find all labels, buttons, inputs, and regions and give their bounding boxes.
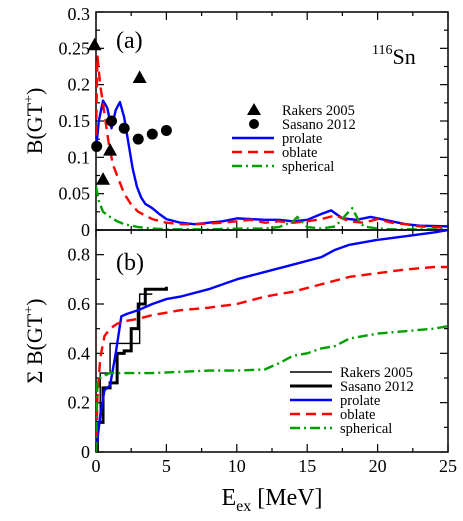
y-tick-label: 0.8 [68, 245, 91, 265]
y-tick-label: 0 [81, 220, 90, 240]
legend-label-spherical: spherical [340, 421, 392, 437]
panel-b: 0 5 10 15 20 25 0 0.2 0.4 0.6 0.8 (b) Σ B(GT+) Eex… [22, 229, 458, 515]
y-tick-label: 0.2 [68, 75, 91, 95]
legend-label-rakers-2005: Rakers 2005 [340, 365, 413, 381]
legend-symbol-rakers-2005 [247, 103, 261, 115]
plot-area [96, 230, 448, 452]
point-rakers-2005 [87, 37, 102, 51]
nucleus-annotation: 116Sn [372, 43, 416, 69]
point-sasano-2012 [105, 115, 117, 127]
point-sasano-2012 [91, 140, 103, 152]
panel-a: 00.050.10.150.20.250.3 (a) 116Sn B(GT+) … [22, 4, 449, 240]
nucleus-element: Sn [392, 44, 415, 69]
series-spherical-line [96, 186, 448, 230]
legend-symbol-sasano-2012 [249, 119, 259, 129]
series-prolate-line [96, 230, 448, 452]
y-tick-label: 0.05 [59, 184, 91, 204]
y-tick-label: 0.6 [68, 294, 91, 314]
panel-a-ylabel: B(GT+) [22, 88, 47, 155]
panel-b-ticks [95, 229, 449, 453]
panel-b-xlabel-sub: ex [236, 498, 251, 515]
legend-label-sasano-2012: Sasano 2012 [340, 379, 414, 395]
x-tick-label: 25 [439, 456, 457, 476]
plot-area [96, 54, 448, 230]
panel-b-series [96, 230, 448, 452]
panel-b-ylabel-main: Σ B(GT [22, 313, 47, 383]
y-tick-label: 0.3 [68, 4, 91, 24]
panel-a-ylabel-main: B(GT [22, 102, 47, 154]
y-tick-label: 0 [81, 442, 90, 462]
panel-b-xlabel: Eex [MeV] [221, 485, 322, 515]
panel-a-label: (a) [116, 28, 143, 54]
point-sasano-2012 [160, 124, 172, 136]
series-prolate-line [96, 99, 448, 228]
panel-b-frame [95, 229, 449, 453]
panel-b-xlabel-rest: [MeV] [251, 485, 322, 511]
panel-a-series [87, 37, 448, 230]
series-sasano-2012-step [96, 286, 168, 452]
series-oblate-line [96, 54, 448, 230]
x-tick-label: 5 [162, 456, 171, 476]
panel-b-ylabel-close: ) [22, 299, 47, 306]
x-tick-label: 10 [228, 456, 246, 476]
panel-b-xlabel-main: E [221, 485, 236, 511]
y-tick-label: 0.25 [59, 38, 91, 58]
legend-label-rakers-2005: Rakers 2005 [282, 103, 355, 119]
point-rakers-2005 [96, 172, 111, 185]
y-tick-label: 0.15 [59, 111, 91, 131]
panel-b-tick-labels: 0 5 10 15 20 25 0 0.2 0.4 0.6 0.8 [68, 245, 458, 476]
point-sasano-2012 [118, 122, 130, 134]
x-tick-label: 15 [298, 456, 316, 476]
point-sasano-2012 [132, 133, 144, 145]
y-tick-label: 0.1 [68, 147, 91, 167]
series-spherical-line [96, 325, 448, 452]
panel-b-ylabel: Σ B(GT+) [22, 299, 47, 384]
point-rakers-2005 [132, 70, 147, 83]
legend-label-prolate: prolate [282, 131, 322, 147]
series-oblate-line [96, 265, 448, 452]
point-sasano-2012 [146, 128, 158, 140]
panel-b-ylabel-sup: + [22, 306, 37, 314]
y-tick-label: 0.2 [68, 393, 91, 413]
panel-a-ylabel-close: ) [22, 88, 47, 95]
nucleus-mass: 116 [372, 43, 392, 58]
legend-label-oblate: oblate [340, 407, 375, 423]
legend-label-spherical: spherical [282, 159, 334, 175]
legend-label-sasano-2012: Sasano 2012 [282, 117, 356, 133]
legend-label-prolate: prolate [340, 393, 380, 409]
legend-label-oblate: oblate [282, 145, 317, 161]
point-rakers-2005 [103, 143, 118, 156]
y-tick-label: 0.4 [68, 343, 91, 363]
panel-a-ylabel-sup: + [22, 95, 37, 103]
panel-a-tick-labels: 0 0.05 0.1 0.15 0.2 0.25 0.3 [59, 4, 91, 240]
x-tick-label: 0 [92, 456, 101, 476]
panel-b-label: (b) [116, 250, 144, 276]
x-tick-label: 20 [369, 456, 387, 476]
